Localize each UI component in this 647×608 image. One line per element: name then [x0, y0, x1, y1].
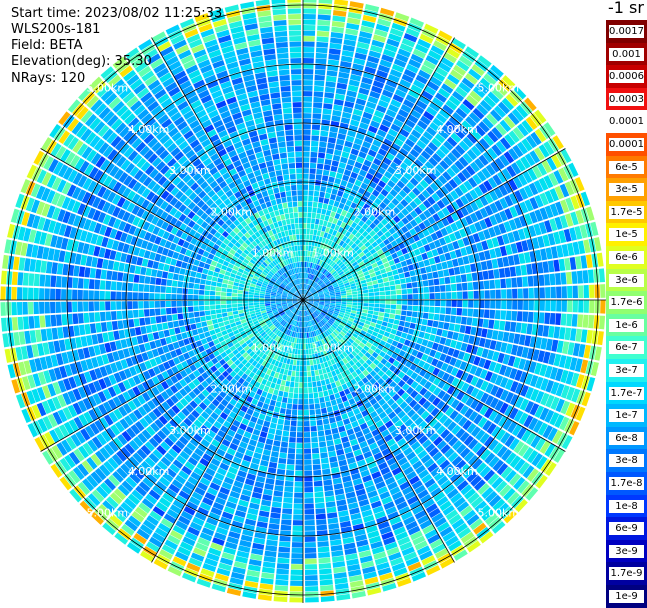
field-label: Field: BETA [11, 38, 83, 53]
instrument-label: WLS200s-181 [11, 22, 101, 37]
colorbar-label: 3e-5 [609, 183, 644, 197]
colorbar-label: 1e-9 [609, 590, 644, 603]
azimuth-spoke [302, 299, 455, 563]
range-label: 2.00km [210, 383, 252, 396]
colorbar-label: 3e-6 [609, 273, 644, 287]
colorbar-label: 0.0017 [609, 25, 644, 38]
range-label: 5.00km [87, 82, 129, 95]
azimuth-spoke [302, 299, 566, 452]
colorbar-label: 1e-5 [609, 228, 644, 242]
range-label: 4.00km [128, 123, 170, 136]
azimuth-spoke [302, 37, 455, 301]
azimuth-spoke [151, 37, 304, 301]
range-label: 4.00km [436, 123, 478, 136]
colorbar-label: 3e-9 [609, 544, 644, 558]
range-label: 1.00km [252, 247, 294, 260]
range-label: 5.00km [477, 506, 519, 519]
range-label: 5.00km [87, 506, 129, 519]
colorbar-label: 1.7e-9 [609, 567, 644, 581]
azimuth-spoke [40, 148, 304, 301]
colorbar-label: 6e-9 [609, 522, 644, 536]
ppi-scan-plot: 1.00km 1.00km 1.00km 1.00km 2.00km 2.00km 2.00… [0, 0, 606, 603]
elevation-label: Elevation(deg): 35.30 [11, 54, 152, 69]
range-label: 2.00km [210, 205, 252, 218]
range-label: 4.00km [128, 465, 170, 478]
colorbar-label: 1e-6 [609, 318, 644, 332]
colorbar-label: 0.0003 [609, 92, 644, 106]
colorbar-label: 0.0001 [609, 138, 644, 151]
range-label: 3.00km [395, 424, 437, 437]
colorbar-label: 6e-5 [609, 160, 644, 174]
range-label: 3.00km [169, 164, 211, 177]
nrays-label: NRays: 120 [11, 71, 86, 86]
colorbar-label: 6e-6 [609, 251, 644, 264]
range-gates [0, 0, 606, 603]
colorbar-label: 3e-7 [609, 364, 644, 377]
azimuth-spoke [40, 299, 304, 452]
azimuth-spoke [151, 299, 304, 563]
colorbar-label: 0.00017 [609, 115, 644, 129]
azimuth-spoke [302, 148, 566, 301]
range-label: 3.00km [169, 424, 211, 437]
colorbar-label: 0.001 [609, 47, 644, 61]
start-time-label: Start time: 2023/08/02 11:25:33 [11, 6, 223, 21]
range-label: 4.00km [436, 465, 478, 478]
colorbar-label: 3e-8 [609, 454, 644, 468]
colorbar-label: 6e-8 [609, 431, 644, 445]
range-label: 3.00km [395, 164, 437, 177]
colorbar-label: 1e-7 [609, 409, 644, 423]
range-label: 1.00km [252, 341, 294, 354]
range-label: 1.00km [312, 341, 354, 354]
colorbar-label: 1.7e-6 [609, 296, 644, 310]
colorbar-label: 1e-8 [609, 499, 644, 513]
colorbar-label: 6e-7 [609, 341, 644, 355]
colorbar-unit: -1 sr [608, 0, 644, 17]
colorbar-label: 1.7e-8 [609, 477, 644, 490]
range-label: 1.00km [312, 247, 354, 260]
colorbar-label: 1.7e-5 [609, 205, 644, 219]
colorbar-label: 0.0006 [609, 70, 644, 84]
range-label: 2.00km [354, 205, 396, 218]
range-label: 2.00km [354, 383, 396, 396]
colorbar: 0.0017 0.001 0.0006 0.0003 0.00017 0.0001 6e-5… [606, 0, 647, 608]
colorbar-label: 1.7e-7 [609, 386, 644, 400]
range-label: 5.00km [477, 82, 519, 95]
